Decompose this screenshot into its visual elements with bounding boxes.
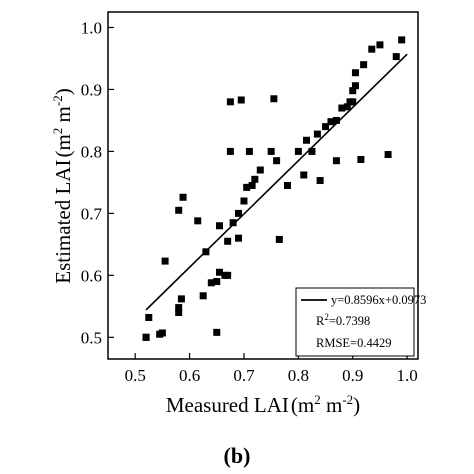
data-point (332, 157, 340, 165)
y-axis-title: Estimated LAI (m2 m-2) (50, 88, 75, 284)
data-point (142, 333, 150, 341)
data-point (275, 235, 283, 243)
data-point (224, 237, 232, 245)
y-tick-label: 0.8 (81, 142, 102, 161)
data-point (398, 36, 406, 44)
data-point (332, 116, 340, 124)
x-axis-unit: (m2 m-2) (291, 392, 360, 417)
data-point (349, 98, 357, 106)
y-tick-label: 0.5 (81, 328, 102, 347)
data-point (235, 234, 243, 242)
legend-r-label: R (316, 314, 325, 328)
data-point (248, 182, 256, 189)
data-points (142, 36, 406, 341)
x-tick-label: 0.7 (233, 366, 255, 385)
data-point (213, 328, 221, 336)
y-axis-ticks: 0.5 0.6 0.7 0.8 0.9 1.0 (81, 18, 114, 347)
data-point (237, 96, 245, 104)
data-point (215, 222, 223, 230)
data-point (213, 278, 221, 286)
data-point (283, 182, 291, 189)
x-tick-label: 0.6 (179, 366, 200, 385)
y-tick-label: 0.9 (81, 80, 102, 99)
y-tick-label: 1.0 (81, 18, 102, 37)
data-point (351, 69, 359, 77)
data-point (349, 87, 357, 95)
legend-r-squared: R2=0.7398 (316, 312, 370, 328)
data-point (300, 171, 308, 179)
x-axis-ticks: 0.5 0.6 0.7 0.8 0.9 1.0 (125, 353, 418, 385)
data-point (194, 217, 202, 225)
data-point (316, 177, 324, 185)
legend-box: y=0.8596x+0.0973 R2=0.7398 RMSE=0.4429 (295, 287, 426, 357)
data-point (267, 147, 275, 155)
data-point (243, 183, 251, 191)
data-point (392, 53, 400, 61)
regression-line (145, 53, 408, 311)
data-point (360, 61, 368, 69)
data-point (327, 118, 335, 126)
data-point (343, 103, 351, 111)
data-point (177, 295, 185, 303)
data-point (224, 271, 232, 279)
data-point (313, 130, 321, 138)
data-point (294, 147, 302, 155)
data-point (229, 219, 237, 227)
data-point (251, 175, 259, 183)
data-point (245, 147, 253, 155)
data-point (357, 155, 365, 163)
x-tick-label: 0.9 (342, 366, 363, 385)
y-tick-label: 0.6 (81, 266, 102, 285)
data-point (338, 104, 346, 112)
data-point (215, 268, 223, 276)
data-point (322, 123, 330, 131)
data-point (145, 313, 153, 321)
panel-label: (b) (224, 443, 251, 468)
data-point (368, 45, 376, 53)
data-point (384, 151, 392, 159)
x-axis-main-label: Measured LAI (166, 393, 289, 417)
data-point (179, 193, 187, 201)
data-point (308, 147, 316, 155)
data-point (351, 82, 359, 90)
x-tick-label: 1.0 (396, 366, 417, 385)
data-point (199, 292, 207, 300)
data-point (175, 304, 183, 312)
data-point (273, 157, 281, 165)
y-tick-label: 0.7 (81, 204, 103, 223)
data-point (207, 279, 215, 287)
data-point (175, 206, 183, 214)
data-point (240, 197, 248, 205)
data-point (161, 257, 169, 265)
data-point (270, 95, 278, 103)
plot-frame (107, 11, 419, 360)
data-point (158, 329, 166, 337)
data-point (226, 98, 234, 106)
data-point (175, 309, 183, 317)
x-axis-title: Measured LAI(m2 m-2) (166, 392, 360, 417)
legend-rmse: RMSE=0.4429 (316, 336, 391, 350)
x-tick-label: 0.8 (288, 366, 309, 385)
data-point (235, 209, 243, 217)
legend-r-exponent: 2 (324, 312, 329, 322)
data-point (256, 166, 264, 174)
x-tick-label: 0.5 (125, 366, 146, 385)
legend-r-value: =0.7398 (329, 314, 370, 328)
data-point (303, 136, 311, 144)
y-axis-unit: (m2 m-2) (50, 88, 75, 157)
data-point (376, 41, 384, 49)
y-axis-main-label: Estimated LAI (51, 160, 75, 284)
legend-equation: y=0.8596x+0.0973 (331, 293, 426, 307)
data-point (226, 147, 234, 155)
